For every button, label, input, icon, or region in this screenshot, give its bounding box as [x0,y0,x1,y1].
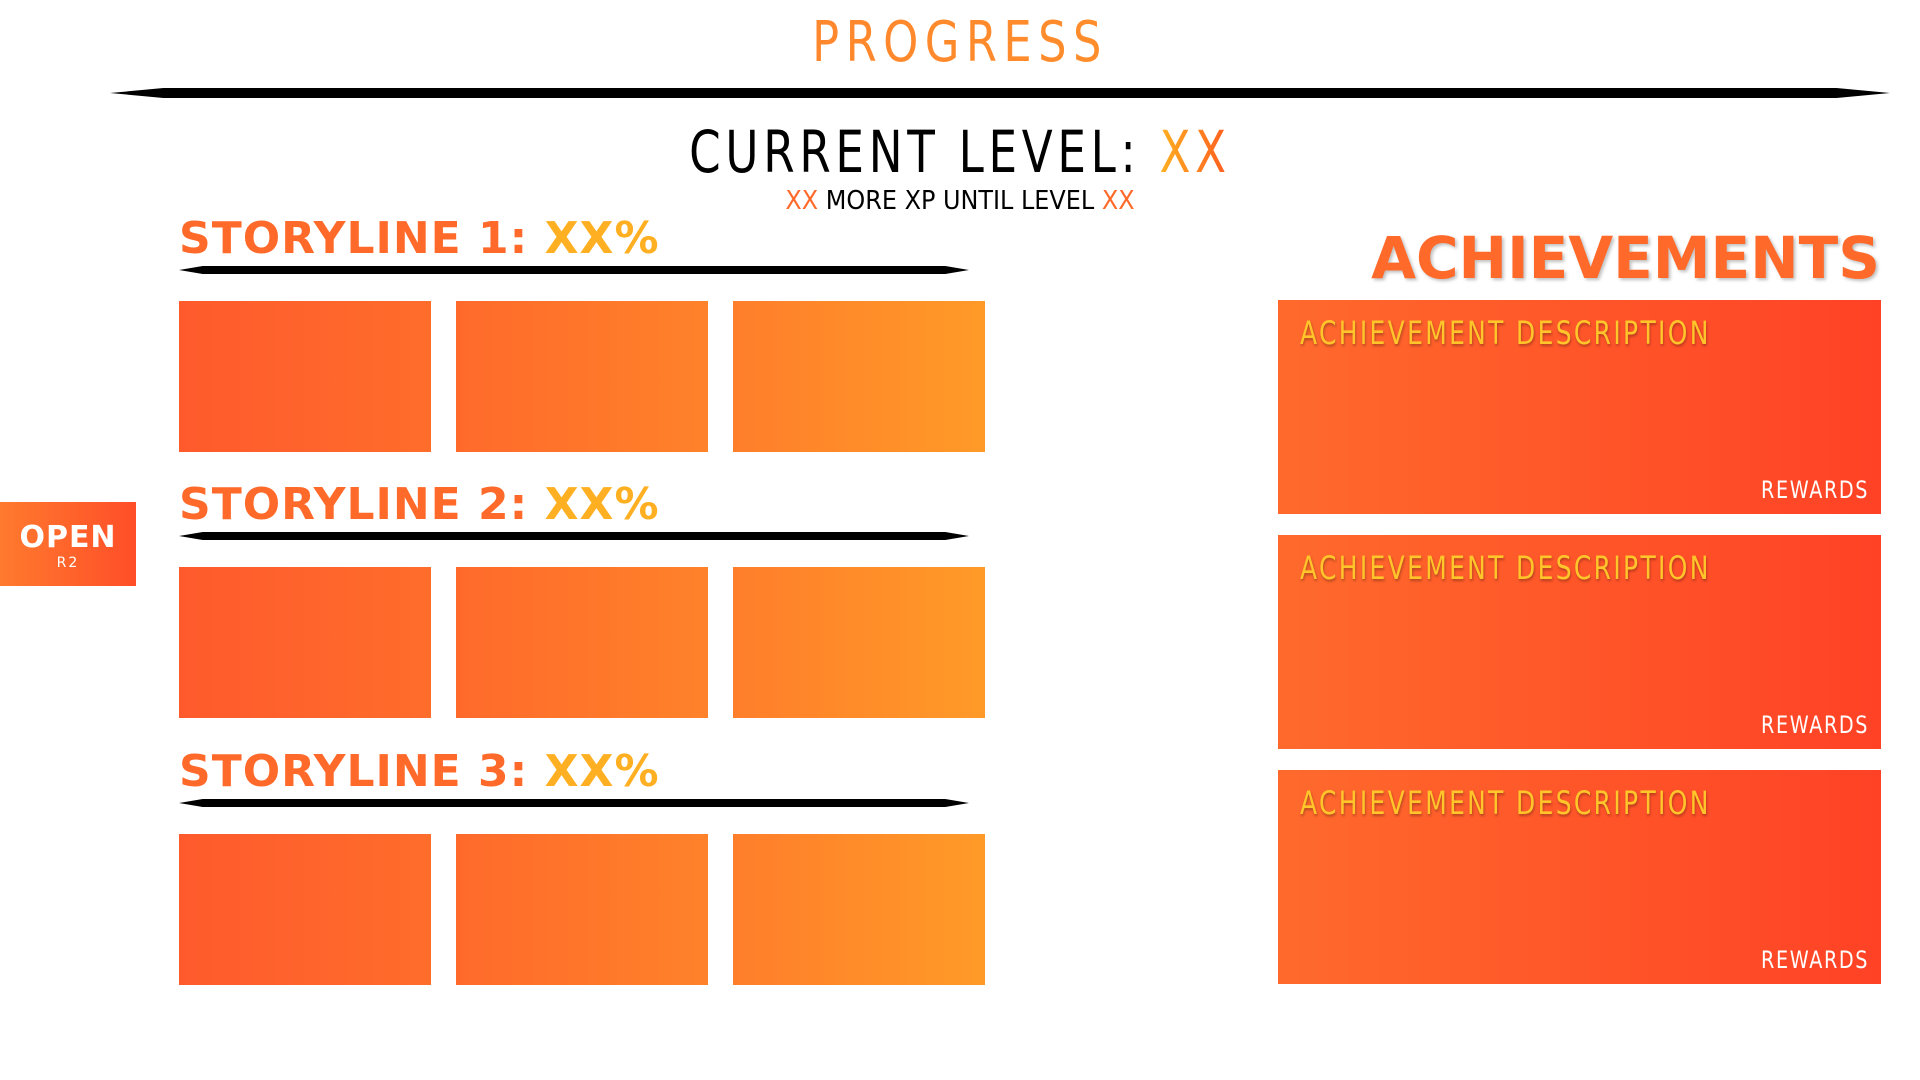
storyline-3-card-3[interactable] [733,834,985,985]
storyline-2-card-2[interactable] [456,567,708,718]
r2-hint: R2 [56,555,80,571]
open-button[interactable]: OPEN R2 [0,502,136,586]
achievement-card-3[interactable]: ACHIEVEMENT DESCRIPTION REWARDS [1278,770,1881,984]
storyline-1-percent: XX% [544,213,660,264]
storyline-2-title: STORYLINE 2: XX% [179,479,660,530]
storyline-1-card-1[interactable] [179,301,431,452]
current-level-value: XX [1159,118,1231,186]
storyline-1-card-2[interactable] [456,301,708,452]
achievement-2-description: ACHIEVEMENT DESCRIPTION [1300,549,1711,587]
achievement-3-rewards: REWARDS [1760,946,1869,974]
xp-remaining: XX MORE XP UNTIL LEVEL XX [77,186,1843,216]
storyline-2-card-1[interactable] [179,567,431,718]
achievement-1-rewards: REWARDS [1760,476,1869,504]
achievement-2-rewards: REWARDS [1760,711,1869,739]
achievement-3-description: ACHIEVEMENT DESCRIPTION [1300,784,1711,822]
storyline-3-divider [179,799,969,807]
achievements-title: ACHIEVEMENTS [1371,224,1880,292]
achievement-card-2[interactable]: ACHIEVEMENT DESCRIPTION REWARDS [1278,535,1881,749]
open-label: OPEN [19,520,117,555]
current-level: CURRENT LEVEL: XX [211,118,1709,186]
current-level-label: CURRENT LEVEL: [689,118,1160,186]
storyline-1-label: STORYLINE 1: [179,213,545,264]
storyline-2-percent: XX% [544,479,660,530]
storyline-2-label: STORYLINE 2: [179,479,545,530]
storyline-3-card-2[interactable] [456,834,708,985]
storyline-3-percent: XX% [544,746,660,797]
next-level: XX [1101,186,1135,216]
storyline-3-label: STORYLINE 3: [179,746,545,797]
storyline-1-title: STORYLINE 1: XX% [179,213,660,264]
storyline-3-title: STORYLINE 3: XX% [179,746,660,797]
xp-amount: XX [785,186,819,216]
achievement-1-description: ACHIEVEMENT DESCRIPTION [1300,314,1711,352]
storyline-2-card-3[interactable] [733,567,985,718]
storyline-1-card-3[interactable] [733,301,985,452]
xp-text: MORE XP UNTIL LEVEL [818,186,1102,216]
storyline-2-divider [179,532,969,540]
storyline-3-card-1[interactable] [179,834,431,985]
header-divider [110,88,1890,98]
storyline-1-divider [179,266,969,274]
page-title: PROGRESS [192,10,1728,75]
achievement-card-1[interactable]: ACHIEVEMENT DESCRIPTION REWARDS [1278,300,1881,514]
